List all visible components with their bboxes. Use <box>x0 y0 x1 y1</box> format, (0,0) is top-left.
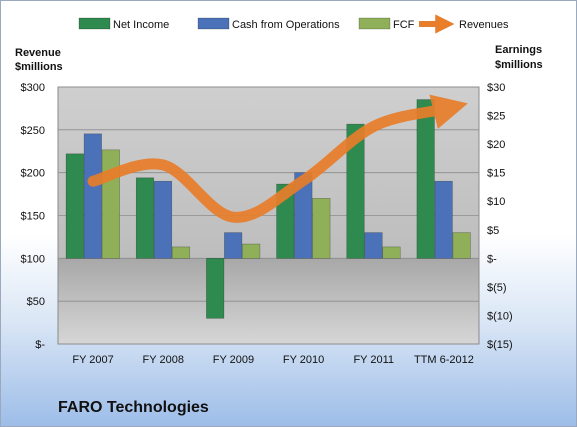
x-tick-label: FY 2007 <box>72 354 113 366</box>
right-tick-label: $(5) <box>487 282 507 294</box>
bar-net-income <box>416 99 435 259</box>
bar-net-income <box>206 258 225 319</box>
right-tick-label: $30 <box>487 82 505 94</box>
bar-fcf <box>382 246 401 259</box>
x-tick-label: FY 2010 <box>283 354 324 366</box>
right-tick-label: $(15) <box>487 339 513 351</box>
left-axis-title: $millions <box>15 61 63 73</box>
right-tick-label: $5 <box>487 225 499 237</box>
right-axis-title: $millions <box>495 59 543 71</box>
left-tick-label: $200 <box>21 168 45 180</box>
right-tick-label: $(10) <box>487 310 513 322</box>
right-tick-label: $25 <box>487 111 505 123</box>
gridlines <box>58 86 479 345</box>
company-title: FARO Technologies <box>58 399 209 416</box>
x-tick-label: FY 2011 <box>353 354 394 366</box>
bar-fcf <box>171 246 191 259</box>
right-tick-label: $10 <box>487 196 505 208</box>
right-tick-label: $20 <box>487 139 505 151</box>
left-tick-label: $250 <box>21 125 45 137</box>
bar-cash-from-operations <box>83 133 102 259</box>
bar-fcf <box>101 149 120 259</box>
left-axis-title: Revenue <box>15 47 61 59</box>
bar-fcf <box>312 198 331 259</box>
bar-net-income <box>65 153 84 259</box>
left-tick-label: $300 <box>21 82 45 94</box>
right-axis-title: Earnings <box>495 44 542 56</box>
legend: Net Income Cash from Operations FCF Revenue… <box>78 14 509 34</box>
x-tick-label: FY 2008 <box>143 354 184 366</box>
legend-label-fcf: FCF <box>393 19 415 31</box>
legend-swatch-fcf <box>358 17 391 30</box>
bar-cash-from-operations <box>434 180 453 259</box>
bar-net-income <box>135 177 155 259</box>
bar-net-income <box>346 123 365 259</box>
left-tick-label: $100 <box>21 253 45 265</box>
revenue-line <box>87 94 468 223</box>
bar-series <box>65 99 471 319</box>
left-tick-label: $50 <box>27 296 45 308</box>
bar-cash-from-operations <box>224 232 243 259</box>
bar-cash-from-operations <box>153 180 173 259</box>
right-tick-label: $- <box>487 253 497 265</box>
bar-cash-from-operations <box>364 232 383 259</box>
left-tick-label: $- <box>35 339 45 351</box>
axes: $- $50 $100 $150 $200 $250 $300 $(15) $(10) $(5) $… <box>15 44 543 366</box>
legend-swatch-net-income <box>78 17 111 30</box>
legend-label-revenues: Revenues <box>459 19 509 31</box>
left-tick-label: $150 <box>21 211 45 223</box>
bar-fcf <box>452 232 471 259</box>
legend-label-cash-from-operations: Cash from Operations <box>232 19 340 31</box>
right-tick-label: $15 <box>487 168 505 180</box>
bar-fcf <box>242 243 261 259</box>
legend-swatch-cash-from-operations <box>197 17 230 30</box>
x-tick-label: TTM 6-2012 <box>414 354 474 366</box>
bar-cash-from-operations <box>294 172 313 259</box>
legend-label-net-income: Net Income <box>113 19 169 31</box>
x-tick-label: FY 2009 <box>213 354 254 366</box>
line-revenues <box>87 94 468 223</box>
